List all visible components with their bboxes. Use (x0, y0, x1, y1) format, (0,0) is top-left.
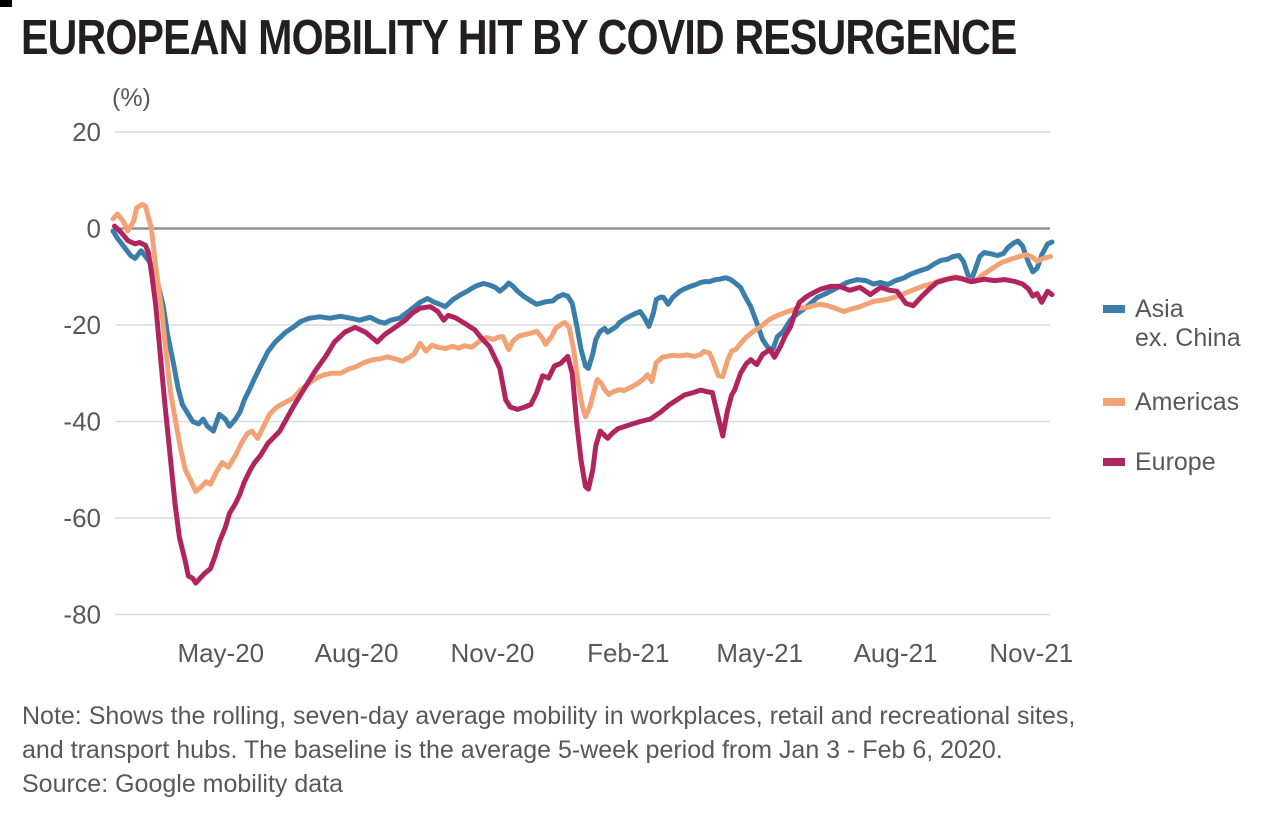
asia-ex-china-swatch-icon (1103, 305, 1125, 313)
y-tick-label: -60 (63, 503, 101, 533)
x-tick-label: Aug-20 (315, 638, 399, 668)
x-tick-label: Nov-21 (989, 638, 1073, 668)
americas-swatch-icon (1103, 398, 1125, 406)
y-tick-label: 0 (87, 214, 101, 244)
y-tick-label: -80 (63, 600, 101, 630)
chart-source: Source: Google mobility data (22, 770, 344, 798)
y-tick-label: 20 (72, 117, 101, 147)
x-tick-label: Nov-20 (450, 638, 534, 668)
series-line-americas (110, 201, 1053, 494)
legend-item-americas: Americas (1103, 388, 1239, 417)
y-axis-unit-label: (%) (112, 84, 151, 112)
x-tick-label: Feb-21 (587, 638, 669, 668)
legend-label-europe: Europe (1135, 448, 1216, 476)
page-title: EUROPEAN MOBILITY HIT BY COVID RESURGENC… (21, 11, 1017, 65)
corner-mark (0, 0, 12, 7)
y-tick-label: -40 (63, 407, 101, 437)
x-tick-label: Aug-21 (854, 638, 938, 668)
legend-item-europe: Europe (1103, 448, 1216, 477)
legend-item-asia-ex-china: Asia ex. China (1103, 295, 1241, 353)
chart-footer: Note: Shows the rolling, seven-day avera… (22, 699, 1272, 801)
x-tick-label: May-20 (177, 638, 264, 668)
legend-label-americas: Americas (1135, 388, 1240, 416)
series-line-europe (112, 223, 1055, 586)
x-tick-label: May-21 (716, 638, 803, 668)
series-line-asia-ex-china (110, 228, 1055, 434)
europe-swatch-icon (1103, 458, 1125, 466)
chart-note: Note: Shows the rolling, seven-day avera… (22, 702, 1076, 764)
legend-label-asia-ex-china: Asia ex. China (1135, 295, 1241, 352)
y-tick-label: -20 (63, 310, 101, 340)
